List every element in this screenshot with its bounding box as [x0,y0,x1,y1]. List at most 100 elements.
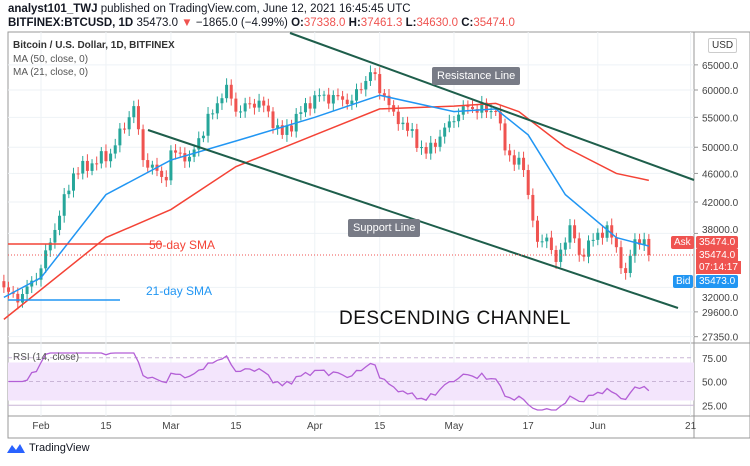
symbol-ohlc: BITFINEX:BTCUSD, 1D 35473.0 ▼ −1865.0 (−… [8,17,515,29]
candle-body [169,150,173,181]
candle-body [406,122,410,131]
candle-body [262,100,266,106]
candle-body [466,106,470,108]
candle-body [457,114,461,122]
candle-body [104,151,108,162]
candle-body [95,163,99,165]
ask-label: Ask [671,236,694,249]
y-tick-label: 50000.0 [702,143,739,154]
high: 37461.3 [360,17,403,29]
candle-body [610,225,614,238]
candle-body [554,250,558,262]
tradingview-logo-icon [7,444,25,453]
support-line-label: Support Line [348,219,421,237]
candle-body [364,80,368,90]
candle-body [211,113,215,115]
x-tick-label: Mar [162,421,180,432]
candle-body [350,100,354,104]
candle-body [526,170,530,195]
open: 37338.0 [303,17,346,29]
candle-body [573,225,577,239]
candle-body [187,156,191,162]
y-tick-label: 60000.0 [702,86,739,97]
x-tick-label: 17 [523,421,535,432]
tradingview-logo[interactable]: TradingView [6,442,90,454]
close-label: C: [461,17,474,29]
candle-body [136,106,140,130]
currency-badge[interactable]: USD [708,38,738,53]
candle-body [206,113,210,136]
candle-body [628,255,632,273]
candle-body [327,94,331,104]
candle-body [619,247,623,269]
candle-body [419,147,423,149]
resistance-line-label: Resistance Line [432,67,521,85]
candle-body [313,95,317,109]
close: 35474.0 [473,17,515,29]
candle-body [433,142,437,147]
y-tick-label: 32000.0 [702,293,739,304]
candle-body [415,129,419,148]
x-tick-label: Jun [590,421,606,432]
chart-title: Bitcoin / U.S. Dollar, 1D, BITFINEX [13,40,175,51]
candle-body [549,237,553,251]
candle-body [118,128,122,146]
candle-body [447,121,451,128]
candle-body [201,135,205,139]
candle-body [535,220,539,242]
candle-body [494,110,498,112]
candle-body [62,194,66,216]
ma50-line [3,102,649,320]
candle-body [276,125,280,128]
candle-body [257,100,261,108]
candle-body [410,129,414,131]
y-tick-label: 55000.0 [702,113,739,124]
candle-body [443,127,447,137]
candle-body [368,72,372,81]
candle-body [25,286,29,294]
candle-body [587,240,591,257]
rsi-tick-label: 25.00 [702,401,727,412]
candle-body [489,110,493,113]
candle-body [322,94,326,96]
down-arrow-icon: ▼ [181,17,193,29]
candle-body [331,95,335,104]
candle-body [378,74,382,94]
candle-body [127,117,131,130]
candle-body [58,215,62,230]
brand-name: TradingView [29,442,90,454]
candle-body [471,106,475,110]
candle-body [113,145,117,154]
candle-body [591,239,595,241]
rsi-tick-label: 75.00 [702,354,727,365]
candle-body [225,84,229,99]
x-tick-label: Apr [307,421,323,432]
symbol: BITFINEX:BTCUSD, 1D [8,17,134,29]
candle-body [280,125,284,135]
candle-body [132,106,136,118]
candle-body [452,121,456,123]
candle-body [438,136,442,147]
candle-body [503,123,507,151]
published-text: published on TradingView.com, June 12, 2… [100,3,411,15]
candle-body [76,173,80,175]
candle-body [600,232,604,238]
channel-label: DESCENDING CHANNEL [339,308,571,329]
candle-body [271,111,275,128]
candle-body [396,111,400,125]
candle-body [7,287,11,292]
candle-body [20,293,24,303]
y-tick-label: 29600.0 [702,308,739,319]
candle-body [178,152,182,154]
candle-body [545,237,549,242]
candle-body [512,155,516,165]
candle-body [71,173,75,191]
legend-ma21: MA (21, close, 0) [13,67,89,78]
y-tick-label: 65000.0 [702,61,739,72]
candle-body [387,95,391,106]
candle-body [197,138,201,150]
candle-body [577,238,581,255]
sma21-label: 21-day SMA [146,284,213,298]
candle-body [39,268,43,280]
